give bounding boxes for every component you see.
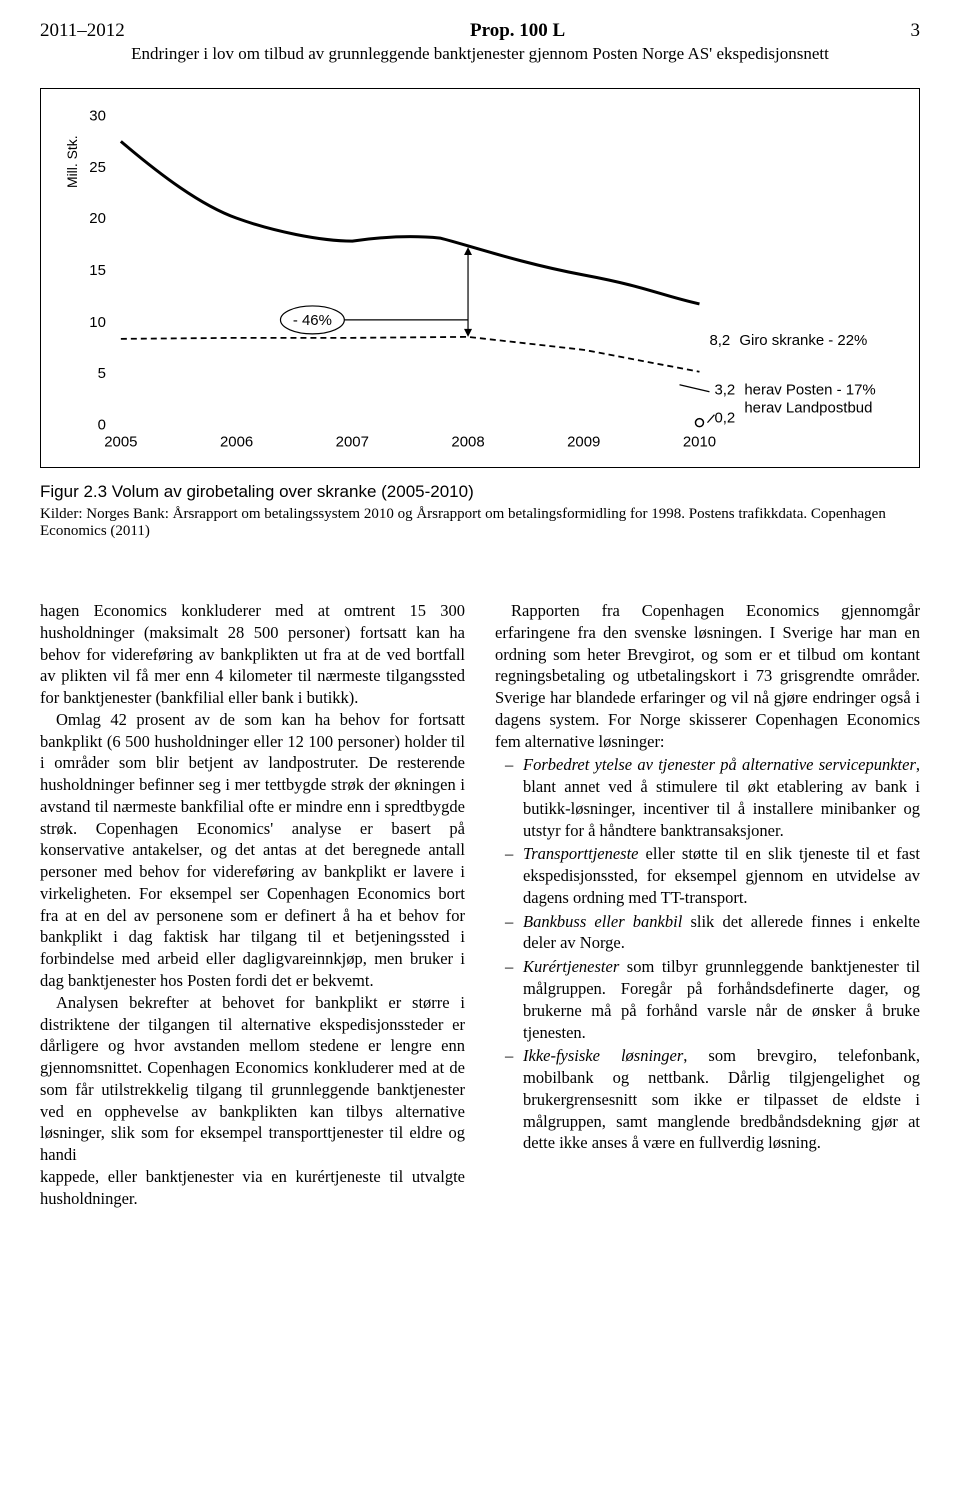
body-bullet-list: Forbedret ytelse av tjenester på alterna…: [495, 754, 920, 1154]
figure-caption: Figur 2.3 Volum av girobetaling over skr…: [40, 482, 920, 502]
svg-text:2007: 2007: [336, 434, 369, 451]
series-giro-skranke-line: [121, 337, 700, 372]
y-axis-label: Mill. Stk.: [64, 135, 80, 188]
end-label-posten: herav Posten - 17%: [744, 382, 875, 399]
figure-chart-container: Mill. Stk. 0 5 10 15 20 25 30 2005 2006 …: [40, 88, 920, 468]
svg-text:15: 15: [89, 262, 106, 279]
svg-text:2008: 2008: [451, 434, 484, 451]
body-p2: Omlag 42 prosent av de som kan ha behov …: [40, 709, 465, 992]
list-item: Bankbuss eller bankbil slik det allerede…: [511, 911, 920, 955]
arrowhead-down: [464, 329, 472, 337]
y-ticks: 0 5 10 15 20 25 30: [89, 107, 106, 433]
series-posten-line: [680, 385, 710, 392]
page-header: 2011–2012 Prop. 100 L 3 Endringer i lov …: [40, 20, 920, 64]
callout-arrow: [344, 249, 468, 335]
figure-source: Kilder: Norges Bank: Årsrapport om betal…: [40, 506, 920, 540]
svg-text:25: 25: [89, 159, 106, 176]
svg-text:2005: 2005: [104, 434, 137, 451]
header-pageno: 3: [910, 20, 920, 42]
svg-text:30: 30: [89, 107, 106, 124]
body-p5: Rapporten fra Copenhagen Economics gjenn…: [495, 600, 920, 752]
svg-text:10: 10: [89, 314, 106, 331]
callout-label: - 46%: [293, 312, 332, 329]
svg-text:20: 20: [89, 210, 106, 227]
header-title: Prop. 100 L: [470, 20, 565, 42]
landpost-connector: [707, 415, 714, 423]
svg-text:2009: 2009: [567, 434, 600, 451]
list-item: Transporttjeneste eller støtte til en sl…: [511, 843, 920, 908]
end-val-posten: 3,2: [714, 382, 735, 399]
end-val-giro: 8,2: [709, 332, 730, 349]
body-p3: Analysen bekrefter at behovet for bankpl…: [40, 992, 465, 1166]
body-columns: hagen Economics konkluderer med at omtre…: [40, 600, 920, 1209]
svg-text:0: 0: [98, 417, 106, 434]
header-year: 2011–2012: [40, 20, 125, 42]
series-landpost-dot: [695, 419, 703, 427]
svg-text:5: 5: [98, 365, 106, 382]
body-p1: hagen Economics konkluderer med at omtre…: [40, 600, 465, 709]
end-val-landpost: 0,2: [714, 410, 735, 427]
body-p4: kappede, eller banktjenester via en kuré…: [40, 1166, 465, 1210]
header-subtitle: Endringer i lov om tilbud av grunnleggen…: [40, 44, 920, 64]
svg-text:2006: 2006: [220, 434, 253, 451]
x-ticks: 2005 2006 2007 2008 2009 2010: [104, 434, 716, 451]
list-item: Forbedret ytelse av tjenester på alterna…: [511, 754, 920, 841]
list-item: Ikke-fysiske løsninger, som brevgiro, te…: [511, 1045, 920, 1154]
list-item: Kurértjenester som tilbyr grunnleggende …: [511, 956, 920, 1043]
end-label-giro: Giro skranke - 22%: [739, 332, 867, 349]
series-main-line: [121, 141, 700, 304]
giro-chart: Mill. Stk. 0 5 10 15 20 25 30 2005 2006 …: [61, 103, 899, 457]
end-label-landpost: herav Landpostbud: [744, 400, 872, 417]
svg-text:2010: 2010: [683, 434, 716, 451]
